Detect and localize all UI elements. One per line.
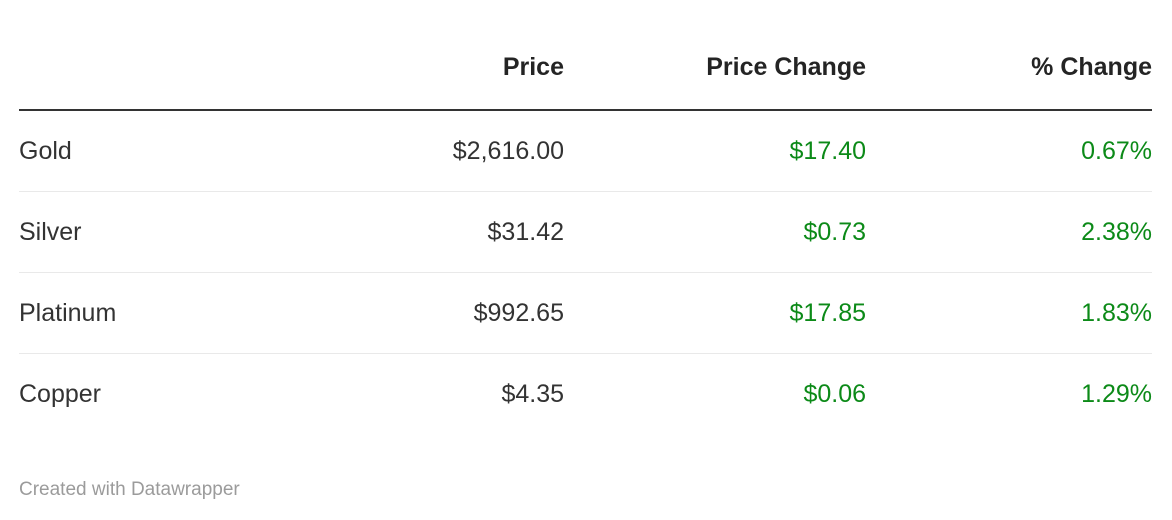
metal-cell: Platinum	[19, 298, 117, 327]
column-header-price-change: Price Change	[706, 53, 866, 81]
table-row: Copper $4.35 $0.06 1.29%	[19, 354, 1152, 434]
column-header-percent-change: % Change	[1031, 53, 1152, 81]
percent-change-cell: 1.29%	[1081, 379, 1152, 408]
table-row: Silver $31.42 $0.73 2.38%	[19, 192, 1152, 273]
column-header-metal	[19, 52, 264, 82]
metal-cell: Copper	[19, 379, 101, 408]
table-row: Gold $2,616.00 $17.40 0.67%	[19, 111, 1152, 192]
price-change-cell: $0.73	[803, 217, 866, 246]
table-header-row: Price Price Change % Change	[19, 52, 1152, 111]
price-change-cell: $17.40	[789, 136, 866, 165]
price-cell: $992.65	[473, 298, 564, 327]
metal-cell: Silver	[19, 217, 82, 246]
datawrapper-credit-link[interactable]: Created with Datawrapper	[19, 479, 240, 500]
metal-cell: Gold	[19, 136, 72, 165]
metals-price-table: Price Price Change % Change Gold $2,616.0…	[19, 52, 1152, 434]
price-cell: $31.42	[487, 217, 564, 246]
price-cell: $4.35	[501, 379, 564, 408]
table-row: Platinum $992.65 $17.85 1.83%	[19, 273, 1152, 354]
attribution-footer: Created with Datawrapper	[19, 478, 1152, 501]
percent-change-cell: 1.83%	[1081, 298, 1152, 327]
price-change-cell: $17.85	[789, 298, 866, 327]
price-cell: $2,616.00	[452, 136, 564, 165]
percent-change-cell: 0.67%	[1081, 136, 1152, 165]
percent-change-cell: 2.38%	[1081, 217, 1152, 246]
column-header-price: Price	[502, 53, 564, 81]
table-body: Gold $2,616.00 $17.40 0.67% Silver $31.42 $0.7…	[19, 111, 1152, 434]
price-change-cell: $0.06	[803, 379, 866, 408]
